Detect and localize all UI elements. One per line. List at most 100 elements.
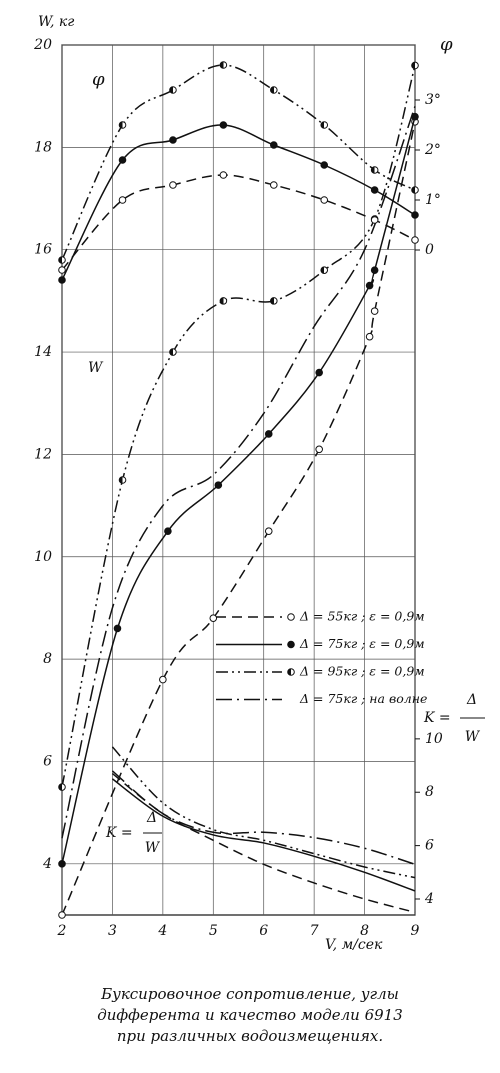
x-tick-label: 6: [259, 923, 268, 939]
data-point: [219, 61, 228, 69]
y-tick-label: 18: [34, 139, 52, 155]
legend-marker: [287, 668, 295, 676]
data-point: [370, 266, 379, 274]
data-point: [315, 368, 323, 377]
data-point: [370, 216, 379, 224]
series-line: [61, 106, 416, 839]
data-point: [315, 445, 323, 454]
data-point: [169, 348, 177, 356]
series-line: [61, 65, 416, 788]
legend-label: Δ = 95кг ; ε = 0,9м: [299, 664, 425, 679]
data-point: [58, 783, 66, 791]
data-point: [118, 156, 127, 164]
series-line: [111, 746, 416, 879]
x-tick-label: 9: [411, 923, 420, 939]
y-tick-label: 3°: [425, 92, 441, 108]
y-tick-label: 8: [43, 651, 52, 667]
data-point: [365, 281, 374, 290]
legend-label: Δ = 75кг ; на волне: [299, 691, 427, 706]
x-tick-label: 7: [310, 923, 319, 939]
y-tick-label: 4: [42, 856, 52, 872]
caption: при различных водоизмещениях.: [117, 1027, 383, 1045]
data-point: [320, 196, 329, 204]
x-tick-label: 2: [57, 923, 67, 939]
y-axis-label: Δ: [466, 692, 477, 708]
data-point: [411, 211, 419, 219]
data-point: [320, 121, 329, 129]
data-point: [118, 476, 127, 484]
plot-frame: [61, 44, 416, 916]
x-tick-label: 3: [108, 923, 117, 939]
data-point: [209, 614, 218, 622]
data-point: [320, 161, 329, 169]
y-tick-label: 10: [34, 549, 52, 565]
x-tick-label: 4: [157, 923, 167, 939]
series-line: [61, 124, 416, 281]
data-point: [411, 236, 419, 244]
y-tick-label: 4: [424, 891, 434, 907]
data-point: [169, 181, 177, 189]
y-axis-label: K =: [423, 710, 451, 726]
series-line: [61, 116, 416, 864]
x-tick-label: 8: [360, 923, 369, 939]
data-point: [264, 430, 273, 438]
data-point: [411, 186, 419, 194]
data-point: [58, 256, 66, 264]
annotation: Δ: [146, 810, 157, 826]
y-tick-label: 0: [425, 242, 434, 258]
data-point: [113, 624, 122, 633]
data-point: [264, 527, 273, 535]
data-point: [219, 297, 228, 305]
data-point: [219, 121, 228, 129]
data-point: [219, 171, 228, 179]
x-tick-label: 5: [209, 923, 218, 939]
y-tick-label: 14: [34, 344, 52, 360]
data-point: [58, 276, 66, 284]
legend-label: Δ = 55кг ; ε = 0,9м: [299, 609, 425, 624]
series-line: [61, 174, 416, 271]
caption: дифферента и качество модели 6913: [97, 1006, 403, 1024]
data-point: [411, 61, 419, 70]
y-tick-label: 1°: [425, 192, 441, 208]
legend-label: Δ = 75кг ; ε = 0,9м: [299, 636, 425, 651]
data-point: [270, 141, 278, 149]
caption: Буксировочное сопротивление, углы: [100, 985, 399, 1003]
series-line: [111, 778, 416, 892]
y-tick-label: 10: [425, 731, 443, 747]
annotation: W: [88, 360, 104, 376]
data-point: [58, 860, 66, 868]
data-point: [370, 166, 379, 174]
data-point: [365, 332, 374, 341]
data-point: [118, 121, 127, 129]
series-line: [111, 770, 416, 866]
y-axis-label: W, кг: [38, 14, 74, 30]
data-point: [164, 527, 172, 535]
series-line: [61, 64, 416, 261]
data-point: [270, 86, 278, 94]
y-tick-label: 12: [34, 446, 52, 462]
y-tick-label: 20: [33, 37, 52, 53]
data-point: [169, 86, 177, 94]
data-point: [58, 266, 66, 274]
data-point: [370, 307, 379, 315]
y-tick-label: 6: [43, 753, 52, 769]
data-point: [270, 181, 278, 189]
data-point: [214, 481, 223, 489]
y-axis-label: W: [465, 729, 481, 745]
data-point: [159, 675, 167, 684]
data-point: [169, 136, 177, 144]
y-tick-label: 8: [425, 784, 434, 800]
data-point: [320, 266, 329, 274]
annotation: W: [145, 840, 161, 856]
y-axis-label: φ: [440, 34, 453, 55]
y-tick-label: 16: [34, 242, 52, 258]
data-point: [270, 297, 278, 305]
legend-marker: [287, 613, 295, 621]
annotation: φ: [92, 69, 105, 90]
data-point: [370, 186, 379, 194]
y-tick-label: 2°: [424, 142, 441, 158]
data-point: [58, 911, 66, 919]
x-axis-label: V, м/сек: [325, 937, 383, 953]
annotation: K =: [105, 825, 133, 841]
